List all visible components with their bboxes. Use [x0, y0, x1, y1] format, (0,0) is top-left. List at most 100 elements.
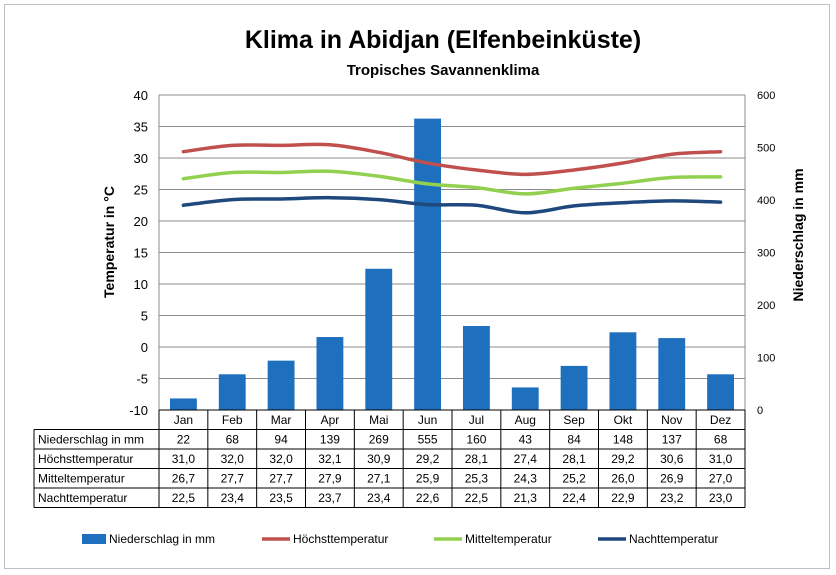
category-label: Okt	[614, 413, 633, 427]
right-axis-title: Niederschlag in mm	[790, 168, 806, 301]
legend-swatch	[82, 534, 106, 544]
precipitation-bar	[707, 374, 735, 410]
left-tick-label: 35	[134, 120, 148, 135]
table-cell: 68	[226, 433, 240, 447]
right-tick-label: 400	[757, 195, 775, 207]
category-label: Mai	[369, 413, 388, 427]
chart-subtitle: Tropisches Savannenklima	[347, 62, 540, 79]
right-axis-ticks: 0 100 200 300 400 500 600	[757, 90, 775, 417]
table-cell: 27,7	[221, 472, 245, 486]
table-cell: 23,7	[318, 491, 342, 505]
table-cell: 27,4	[514, 452, 538, 466]
table-cell: 269	[369, 433, 389, 447]
left-tick-label: 5	[141, 309, 148, 324]
left-tick-label: -10	[129, 403, 148, 418]
table-cell: 32,1	[318, 452, 342, 466]
table-cell: 137	[662, 433, 682, 447]
table-cell: 28,1	[465, 452, 489, 466]
table-row-label: Höchsttemperatur	[38, 452, 133, 466]
category-label: Jan	[174, 413, 193, 427]
category-label: Mar	[271, 413, 292, 427]
table-cell: 94	[274, 433, 288, 447]
category-label: Jun	[418, 413, 437, 427]
table-cell: 25,9	[416, 472, 440, 486]
chart-frame	[4, 4, 830, 569]
table-cell: 27,7	[269, 472, 293, 486]
left-tick-label: 10	[134, 277, 148, 292]
left-tick-label: 0	[141, 340, 148, 355]
table-cell: 555	[418, 433, 438, 447]
table-cell: 68	[714, 433, 728, 447]
right-tick-label: 200	[757, 300, 775, 312]
right-tick-label: 600	[757, 90, 775, 102]
table-cell: 27,0	[709, 472, 733, 486]
table-cell: 25,2	[562, 472, 586, 486]
right-tick-label: 300	[757, 248, 775, 260]
left-tick-label: 15	[134, 246, 148, 261]
category-label: Jul	[469, 413, 484, 427]
table-cell: 139	[320, 433, 340, 447]
precipitation-bars	[169, 118, 735, 410]
table-cell: 31,0	[172, 452, 196, 466]
table-cell: 22,6	[416, 491, 440, 505]
data-table: Jan Feb Mar Apr Mai Jun Jul Aug Sep Okt Nov Dez Nied…	[33, 409, 746, 508]
legend-label: Höchsttemperatur	[293, 532, 388, 546]
right-tick-label: 100	[757, 353, 775, 365]
table-cell: 23,2	[660, 491, 684, 505]
category-label: Nov	[661, 413, 682, 427]
table-cell: 26,0	[611, 472, 635, 486]
category-label: Feb	[222, 413, 243, 427]
table-cell: 32,0	[269, 452, 293, 466]
table-cell: 22	[177, 433, 191, 447]
table-cell: 84	[567, 433, 581, 447]
precipitation-bar	[365, 268, 393, 410]
legend: Niederschlag in mm Höchsttemperatur Mittel…	[82, 532, 718, 546]
precipitation-bar	[658, 338, 686, 410]
temperature-lines	[181, 142, 723, 215]
table-cell: 26,9	[660, 472, 684, 486]
table-cell: 26,7	[172, 472, 196, 486]
temperature-line	[181, 142, 723, 177]
precipitation-bar	[462, 326, 490, 410]
precipitation-bar	[414, 118, 442, 410]
table-cell: 27,9	[318, 472, 342, 486]
table-cell: 23,4	[221, 491, 245, 505]
left-tick-label: 25	[134, 183, 148, 198]
category-label: Dez	[710, 413, 731, 427]
temperature-line	[181, 169, 723, 196]
table-cell: 160	[466, 433, 486, 447]
table-cell: 22,9	[611, 491, 635, 505]
left-tick-label: 30	[134, 151, 148, 166]
category-label: Aug	[515, 413, 536, 427]
table-cell: 30,6	[660, 452, 684, 466]
gridlines	[158, 94, 746, 411]
table-cell: 23,5	[269, 491, 293, 505]
table-cell: 22,4	[562, 491, 586, 505]
table-cell: 31,0	[709, 452, 733, 466]
table-cell: 28,1	[562, 452, 586, 466]
left-axis-ticks: -10 -5 0 5 10 15 20 25 30 35 40	[129, 88, 148, 418]
table-cell: 29,2	[416, 452, 440, 466]
right-tick-label: 0	[757, 405, 763, 417]
precipitation-bar	[169, 398, 197, 410]
precipitation-bar	[316, 337, 344, 410]
temperature-line	[181, 195, 723, 215]
left-tick-label: -5	[136, 372, 148, 387]
table-cell: 29,2	[611, 452, 635, 466]
category-label: Apr	[321, 413, 340, 427]
table-cell: 23,4	[367, 491, 391, 505]
right-tick-label: 500	[757, 143, 775, 155]
legend-label: Mitteltemperatur	[465, 532, 552, 546]
table-cell: 148	[613, 433, 633, 447]
table-cell: 22,5	[465, 491, 489, 505]
precipitation-bar	[218, 374, 246, 410]
legend-label: Nachttemperatur	[629, 532, 718, 546]
precipitation-bar	[560, 365, 588, 410]
precipitation-bar	[511, 387, 539, 410]
table-cell: 30,9	[367, 452, 391, 466]
left-axis-title: Temperatur in °C	[101, 186, 117, 298]
left-tick-label: 20	[134, 214, 148, 229]
legend-label: Niederschlag in mm	[109, 532, 215, 546]
table-cell: 32,0	[221, 452, 245, 466]
